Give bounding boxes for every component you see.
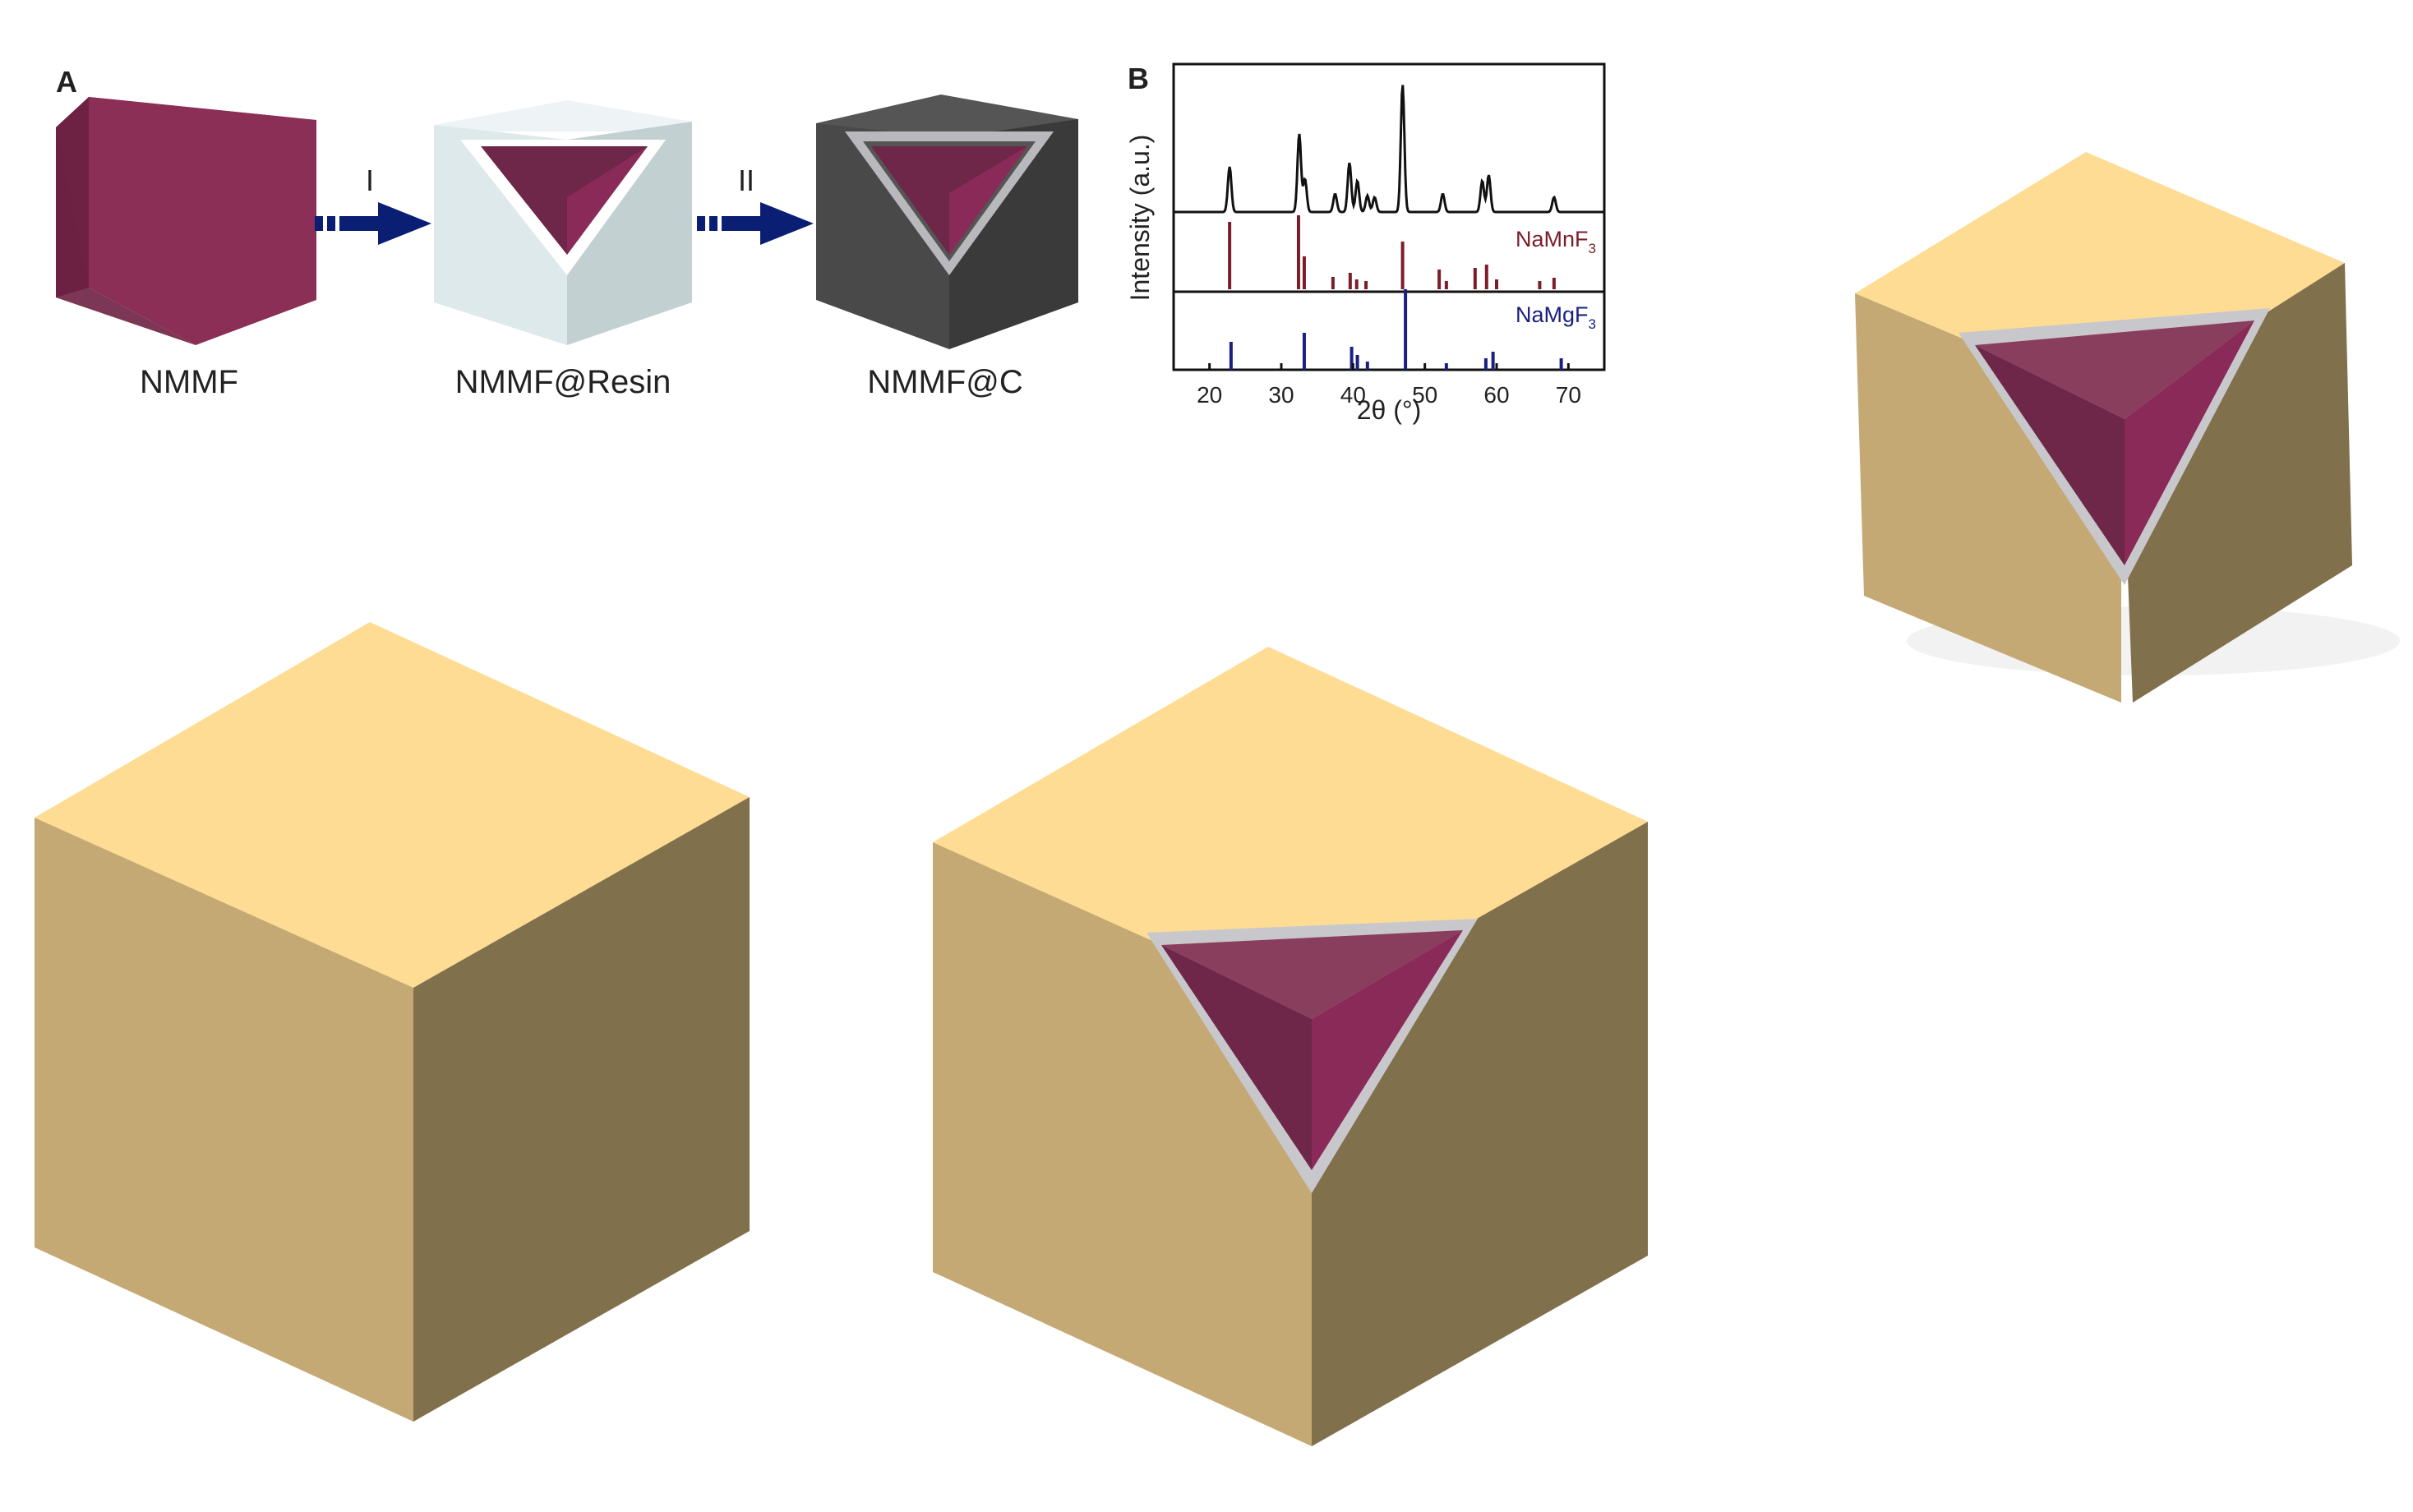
cut-cube-core-right	[1312, 930, 1463, 1170]
xrd-tick-label-0: 20	[1197, 382, 1222, 408]
nmmf-bottom-shade	[56, 127, 196, 345]
namnf3-ref-label: NaMnF3	[1516, 227, 1596, 256]
resin-core-face	[567, 146, 648, 255]
nmmf-label: NMMF	[140, 364, 238, 400]
xrd-tick-label-5: 70	[1556, 382, 1581, 408]
xrd-x-ticks: 20 30 40 50 60 70	[1197, 363, 1581, 408]
small-cube-core-right	[2125, 320, 2254, 565]
cut-cube-core-top	[1161, 930, 1463, 1019]
arrow-i-dash-2	[327, 216, 335, 231]
plain-cube-left	[35, 818, 413, 1422]
plain-cube-top	[35, 622, 750, 988]
panel-b: B NaMnF3 NaMgF3 Intensity (a.u.) 20 30 40 5…	[1125, 62, 1606, 425]
xrd-tick-label-4: 60	[1483, 382, 1509, 408]
carbon-label: NMMF@C	[867, 364, 1022, 400]
cut-cube-core-left	[1161, 945, 1312, 1170]
arrow-i	[315, 202, 431, 245]
panel-a-label: A	[56, 65, 77, 99]
arrow-i-head	[378, 202, 431, 245]
resin-cube	[434, 100, 692, 345]
xrd-measured-pattern	[1174, 85, 1604, 214]
arrow-i-label: I	[366, 164, 374, 197]
namgf3-reference-bars	[1229, 289, 1563, 370]
arrow-ii	[697, 202, 814, 245]
xrd-tick-label-3: 50	[1412, 382, 1437, 408]
arrow-i-dash-1	[315, 216, 323, 231]
small-cube-core-top	[1975, 320, 2254, 419]
arrow-i-shaft	[339, 216, 381, 231]
arrow-ii-head	[760, 202, 814, 245]
panel-a: A NMMF I NMMF@Resin	[56, 65, 1078, 400]
xrd-xlabel: 2θ (°)	[1357, 395, 1422, 425]
xrd-tick-label-1: 30	[1268, 382, 1294, 408]
carbon-top-face	[816, 94, 1078, 131]
arrow-ii-shaft	[722, 216, 763, 231]
plain-cube-large	[35, 622, 750, 1422]
resin-label: NMMF@Resin	[455, 364, 671, 400]
nmmf-cube	[56, 97, 316, 345]
xrd-plot-frame	[1172, 62, 1606, 371]
carbon-cube	[816, 94, 1078, 349]
resin-top-face	[434, 100, 692, 131]
plain-cube-right	[413, 797, 750, 1422]
xrd-tick-label-2: 40	[1340, 382, 1366, 408]
xrd-ylabel: Intensity (a.u.)	[1125, 135, 1155, 302]
arrow-ii-dash-2	[709, 216, 717, 231]
nmmf-front-face	[89, 97, 316, 345]
namnf3-reference-bars	[1228, 215, 1556, 289]
carbon-core-face	[949, 146, 1027, 255]
arrow-ii-label: II	[738, 164, 754, 197]
cut-cube-large	[933, 647, 1648, 1446]
arrow-ii-dash-1	[697, 216, 705, 231]
panel-b-label: B	[1128, 62, 1149, 95]
small-cube-core-left	[1975, 345, 2125, 565]
cut-cube-small	[1855, 152, 2400, 703]
namgf3-ref-label: NaMgF3	[1516, 302, 1596, 332]
